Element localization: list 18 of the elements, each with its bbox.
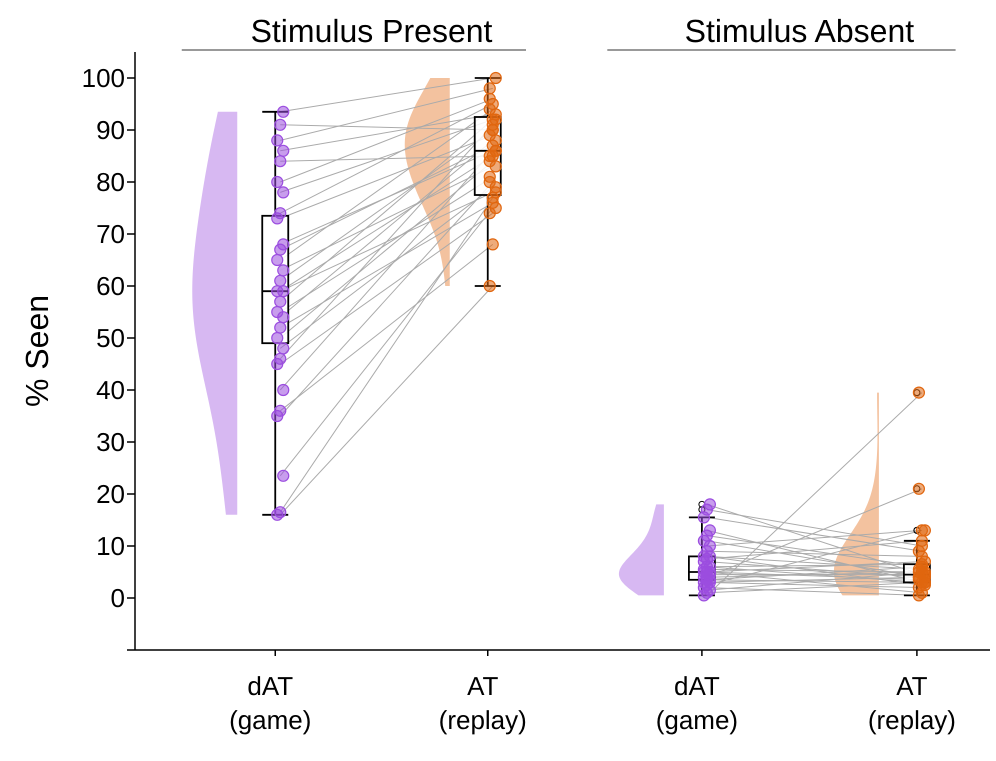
- x-tick-label: dAT (game): [229, 671, 312, 735]
- y-tick-label: 100: [82, 63, 125, 94]
- y-tick-label: 80: [96, 167, 125, 198]
- y-axis-title: % Seen: [19, 294, 55, 408]
- y-tick-label: 50: [96, 323, 125, 354]
- y-tick-label: 70: [96, 219, 125, 250]
- x-tick-label: AT (replay): [868, 671, 956, 735]
- y-tick-label: 40: [96, 375, 125, 406]
- chart-title: Stimulus Absent: [684, 13, 914, 49]
- y-tick-label: 0: [110, 583, 125, 614]
- y-tick-label: 10: [96, 531, 125, 562]
- y-tick-label: 90: [96, 115, 125, 146]
- chart-title: Stimulus Present: [250, 13, 493, 49]
- x-tick-label: AT (replay): [438, 671, 527, 735]
- x-tick-label: dAT (game): [656, 671, 738, 735]
- y-tick-label: 30: [96, 427, 125, 458]
- y-tick-label: 60: [96, 271, 125, 302]
- y-tick-label: 20: [96, 479, 125, 510]
